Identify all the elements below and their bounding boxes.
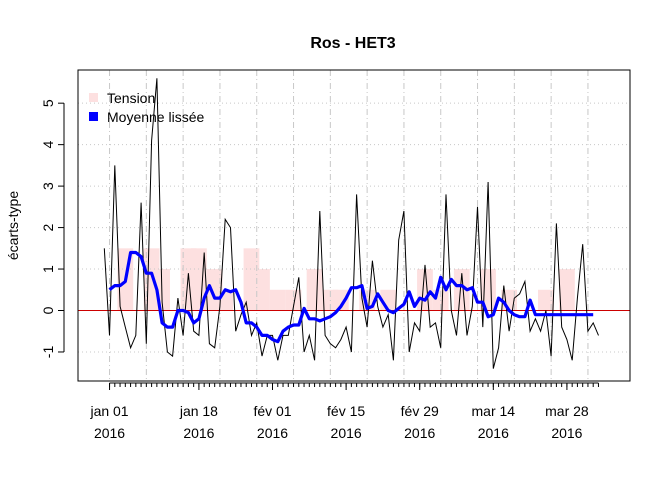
x-tick-label: fév 15 — [327, 403, 365, 419]
tension-bar — [332, 289, 349, 311]
plot-frame — [77, 69, 631, 382]
y-tick-label: 1 — [40, 265, 56, 273]
x-axis: jan 01 2016 jan 18 2016 fév 01 2016 fév 15 2016… — [89, 382, 599, 441]
smoothed-series-line — [108, 250, 594, 344]
x-tick-label: fév 29 — [401, 403, 439, 419]
tension-bar — [191, 248, 207, 311]
y-axis-label: écarts-type — [5, 191, 21, 260]
tension-bar — [559, 269, 575, 311]
y-tick-label: 2 — [40, 223, 56, 231]
y-tick-label: 5 — [40, 99, 56, 107]
y-tick-label: -1 — [40, 346, 56, 359]
tension-bar — [453, 269, 470, 311]
legend-swatch — [89, 112, 98, 121]
x-tick-label: fév 01 — [253, 403, 291, 419]
x-tick-year: 2016 — [404, 425, 435, 441]
raw-series-line — [103, 78, 599, 369]
y-tick-label: 3 — [40, 182, 56, 190]
x-tick-year: 2016 — [94, 425, 125, 441]
legend-swatch — [89, 93, 98, 102]
legend: Tension Moyenne lissée — [89, 90, 204, 125]
chart-title: Ros - HET3 — [310, 35, 395, 52]
tension-bar — [254, 269, 270, 311]
x-tick-year: 2016 — [183, 425, 214, 441]
y-tick-label: 4 — [40, 141, 56, 149]
y-tick-label: 0 — [40, 306, 56, 314]
x-tick-label: mar 14 — [472, 403, 516, 419]
x-tick-label: jan 01 — [89, 403, 128, 419]
tension-bar — [306, 269, 323, 311]
tension-bar — [538, 289, 554, 311]
x-tick-year: 2016 — [478, 425, 509, 441]
tension-bar — [417, 269, 433, 311]
x-tick-year: 2016 — [331, 425, 362, 441]
y-axis: -1 0 1 2 3 4 5 — [40, 99, 65, 359]
x-tick-label: mar 28 — [545, 403, 589, 419]
x-tick-label: jan 18 — [179, 403, 218, 419]
legend-label: Tension — [107, 90, 155, 106]
legend-label: Moyenne lissée — [107, 109, 204, 125]
tension-bar — [269, 289, 286, 311]
x-tick-year: 2016 — [257, 425, 288, 441]
x-tick-year: 2016 — [551, 425, 582, 441]
